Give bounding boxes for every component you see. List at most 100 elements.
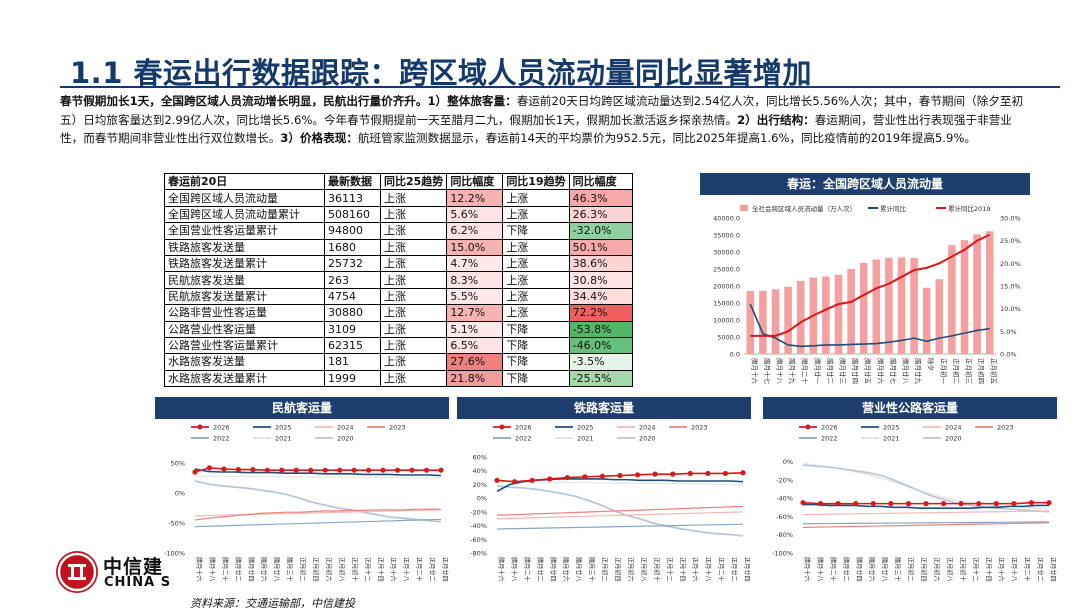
legend-label: 2021 xyxy=(275,435,292,443)
summary-p3-head: 3）价格表现： xyxy=(280,131,358,146)
bar xyxy=(935,279,944,354)
x-tick: 正月初三 xyxy=(965,358,974,385)
traffic-table: 春运前20日 最新数据 同比25趋势 同比幅度 同比19趋势 同比幅度 全国跨区域人员流动… xyxy=(164,172,633,388)
title-divider xyxy=(60,86,1060,88)
y-tick: 0% xyxy=(783,458,793,466)
y-left-tick: 15000.0 xyxy=(713,300,740,308)
series-line xyxy=(803,503,1049,509)
x-tick: 腊月十八 xyxy=(208,557,216,583)
x-tick: 正月廿四 xyxy=(743,557,751,582)
series-line xyxy=(194,508,441,521)
bar xyxy=(771,289,780,354)
series-dot xyxy=(634,472,641,478)
series-dot xyxy=(940,501,947,507)
series-dot xyxy=(652,471,658,477)
x-tick: 正月廿二 xyxy=(428,557,436,582)
y-tick: 0% xyxy=(175,490,185,498)
y-right-tick: 15.0% xyxy=(1000,283,1021,291)
series-dot xyxy=(1028,500,1035,506)
bar xyxy=(834,274,843,354)
table-cell: 上涨 xyxy=(379,304,448,322)
x-tick: 正月初二 xyxy=(299,557,307,582)
table-header-0: 春运前20日 xyxy=(164,172,325,191)
x-tick: 正月二十 xyxy=(717,557,725,582)
table-cell: 铁路旅客发送量 xyxy=(164,238,325,256)
aviation-chart: 2026 2025 2024 2023 2022 2021 2020 50% 0% -50% -10… xyxy=(164,424,449,583)
series-dot xyxy=(322,467,328,473)
table-cell: 5.5% xyxy=(446,287,504,306)
combo-chart: 全社会跨区域人员流动量（万人次） 累计同比 累计同比2019 40000.0 35000… xyxy=(713,204,1021,385)
table-cell: 上涨 xyxy=(502,238,570,256)
x-tick: 正月初六 xyxy=(324,557,332,582)
y-left-tick: 20000.0 xyxy=(713,283,740,291)
table-cell: 下降 xyxy=(502,353,570,371)
x-tick: 腊月廿八 xyxy=(902,358,911,385)
x-tick: 腊月廿八 xyxy=(575,557,583,583)
y-tick: 60% xyxy=(473,454,487,462)
y-tick: -20% xyxy=(776,476,793,484)
series-dot xyxy=(1046,500,1052,506)
table-cell: 50.1% xyxy=(568,238,633,256)
x-tick: 腊月十六 xyxy=(803,557,811,582)
x-tick: 正月初八 xyxy=(337,557,345,583)
legend-label: 2021 xyxy=(883,435,900,443)
table-cell: 12.2% xyxy=(446,189,504,207)
series-line xyxy=(194,518,442,528)
x-tick: 正月初四 xyxy=(312,557,320,582)
table-cell: 5.1% xyxy=(446,320,504,338)
railway-chart: 2026 2025 2024 2023 2022 2021 2020 60% 40% 20% 0% -… xyxy=(470,424,751,583)
series-line xyxy=(496,511,744,520)
series-dot xyxy=(705,470,711,477)
table-header-5: 同比幅度 xyxy=(568,172,633,191)
table-cell: 上涨 xyxy=(502,189,570,207)
x-tick: 正月十二 xyxy=(665,557,673,582)
series-dot xyxy=(1011,501,1017,507)
bar xyxy=(859,262,868,354)
bar xyxy=(847,269,855,354)
x-tick: 正月初一 xyxy=(939,358,948,385)
series-line xyxy=(802,464,1050,513)
series-dot xyxy=(599,473,606,479)
series-dot xyxy=(617,472,623,479)
table-cell: 上涨 xyxy=(379,287,448,306)
table-row: 公路营业性客运量累计 62315 上涨 6.5% 下降 -46.0% xyxy=(164,336,633,355)
table-cell: 上涨 xyxy=(502,254,570,273)
x-tick: 正月廿二 xyxy=(730,557,738,582)
table-cell: 下降 xyxy=(502,369,570,388)
summary-p2-head: 2）出行结构： xyxy=(737,112,815,127)
table-header-2: 同比25趋势 xyxy=(379,172,448,191)
x-tick: 正月初二 xyxy=(601,557,609,582)
series-dot xyxy=(722,470,729,477)
bar xyxy=(822,276,830,354)
table-cell: 27.6% xyxy=(446,353,504,371)
table-cell: 94800 xyxy=(324,222,381,240)
brand-name-cn: 中信建 xyxy=(103,556,164,578)
y-left-tick: 10000.0 xyxy=(713,317,740,325)
table-cell: 上涨 xyxy=(379,238,448,256)
y-tick: -40% xyxy=(776,495,793,503)
series-dot xyxy=(351,467,357,473)
y-left-tick: 30000.0 xyxy=(713,249,740,257)
x-tick: 正月二十 xyxy=(1023,557,1031,582)
x-tick: 腊月二十 xyxy=(221,557,229,582)
combo-chart-title: 春运：全国跨区域人员流动量 xyxy=(700,173,1030,195)
x-tick: 正月十六 xyxy=(389,557,397,582)
legend-label: 2025 xyxy=(275,424,292,432)
series-dot xyxy=(670,471,676,477)
series-dot xyxy=(511,479,518,485)
table-cell: 上涨 xyxy=(379,320,448,338)
series-dot xyxy=(192,469,198,475)
x-tick: 正月二十 xyxy=(415,557,423,582)
table-cell: -3.5% xyxy=(568,353,633,371)
bar xyxy=(784,286,792,354)
table-row: 民航旅客发送量 263 上涨 8.3% 上涨 30.8% xyxy=(164,271,633,289)
x-tick: 正月初八 xyxy=(639,557,647,583)
table-cell: 6.2% xyxy=(446,222,504,240)
x-tick: 正月十八 xyxy=(1010,557,1018,583)
series-line xyxy=(194,475,442,479)
x-tick: 腊月廿八 xyxy=(881,557,889,583)
summary-p3: 航班管家监测数据显示，春运前14天的平均票价为952.5元，同比2025年提高1… xyxy=(357,131,976,146)
y-tick: -50% xyxy=(168,520,185,528)
series-dot xyxy=(394,467,401,473)
x-tick: 腊月廿四 xyxy=(855,557,863,582)
